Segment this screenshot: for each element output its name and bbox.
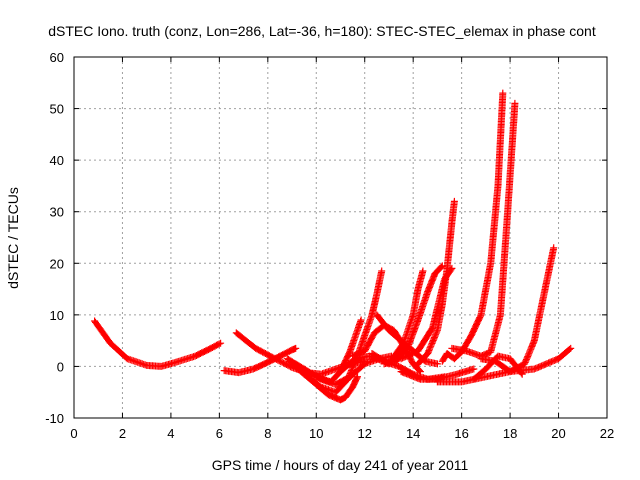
axis-ticks	[73, 56, 608, 419]
x-axis-label: GPS time / hours of day 241 of year 2011	[212, 457, 469, 473]
x-tick-label: 16	[454, 426, 468, 441]
x-tick-label: 18	[503, 426, 517, 441]
data-points	[91, 89, 575, 404]
y-axis-label: dSTEC / TECUs	[5, 187, 21, 289]
y-tick-label: 10	[50, 308, 64, 323]
x-tick-label: 6	[216, 426, 223, 441]
series-19	[397, 365, 478, 383]
y-tick-label: 30	[50, 205, 64, 220]
series-markers	[91, 317, 225, 370]
y-tick-labels: -10 0 10 20 30 40 50 60	[45, 50, 64, 426]
y-tick-label: 0	[57, 359, 64, 374]
y-tick-label: 60	[50, 50, 64, 65]
x-tick-label: 2	[119, 426, 126, 441]
y-tick-label: -10	[45, 411, 64, 426]
x-tick-label: 20	[551, 426, 565, 441]
series-0	[91, 317, 225, 370]
x-tick-label: 10	[309, 426, 323, 441]
chart-title: dSTEC Iono. truth (conz, Lon=286, Lat=-3…	[48, 23, 596, 39]
series-18	[470, 352, 526, 383]
x-tick-label: 0	[70, 426, 77, 441]
series-markers	[470, 352, 526, 383]
plot-frame	[73, 56, 608, 419]
x-tick-labels: 0 2 4 6 8 10 12 14 16 18 20 22	[70, 426, 614, 441]
y-tick-label: 50	[50, 102, 64, 117]
series-markers	[312, 316, 365, 386]
x-tick-label: 8	[264, 426, 271, 441]
x-tick-label: 14	[406, 426, 420, 441]
series-markers	[397, 264, 456, 363]
x-tick-label: 4	[167, 426, 174, 441]
series-markers	[397, 365, 478, 383]
y-tick-label: 20	[50, 256, 64, 271]
x-tick-label: 12	[357, 426, 371, 441]
series-14	[397, 264, 456, 363]
series-10	[380, 262, 446, 368]
series-6	[312, 316, 365, 386]
y-tick-label: 40	[50, 153, 64, 168]
x-tick-label: 22	[600, 426, 614, 441]
series-markers	[380, 262, 446, 368]
